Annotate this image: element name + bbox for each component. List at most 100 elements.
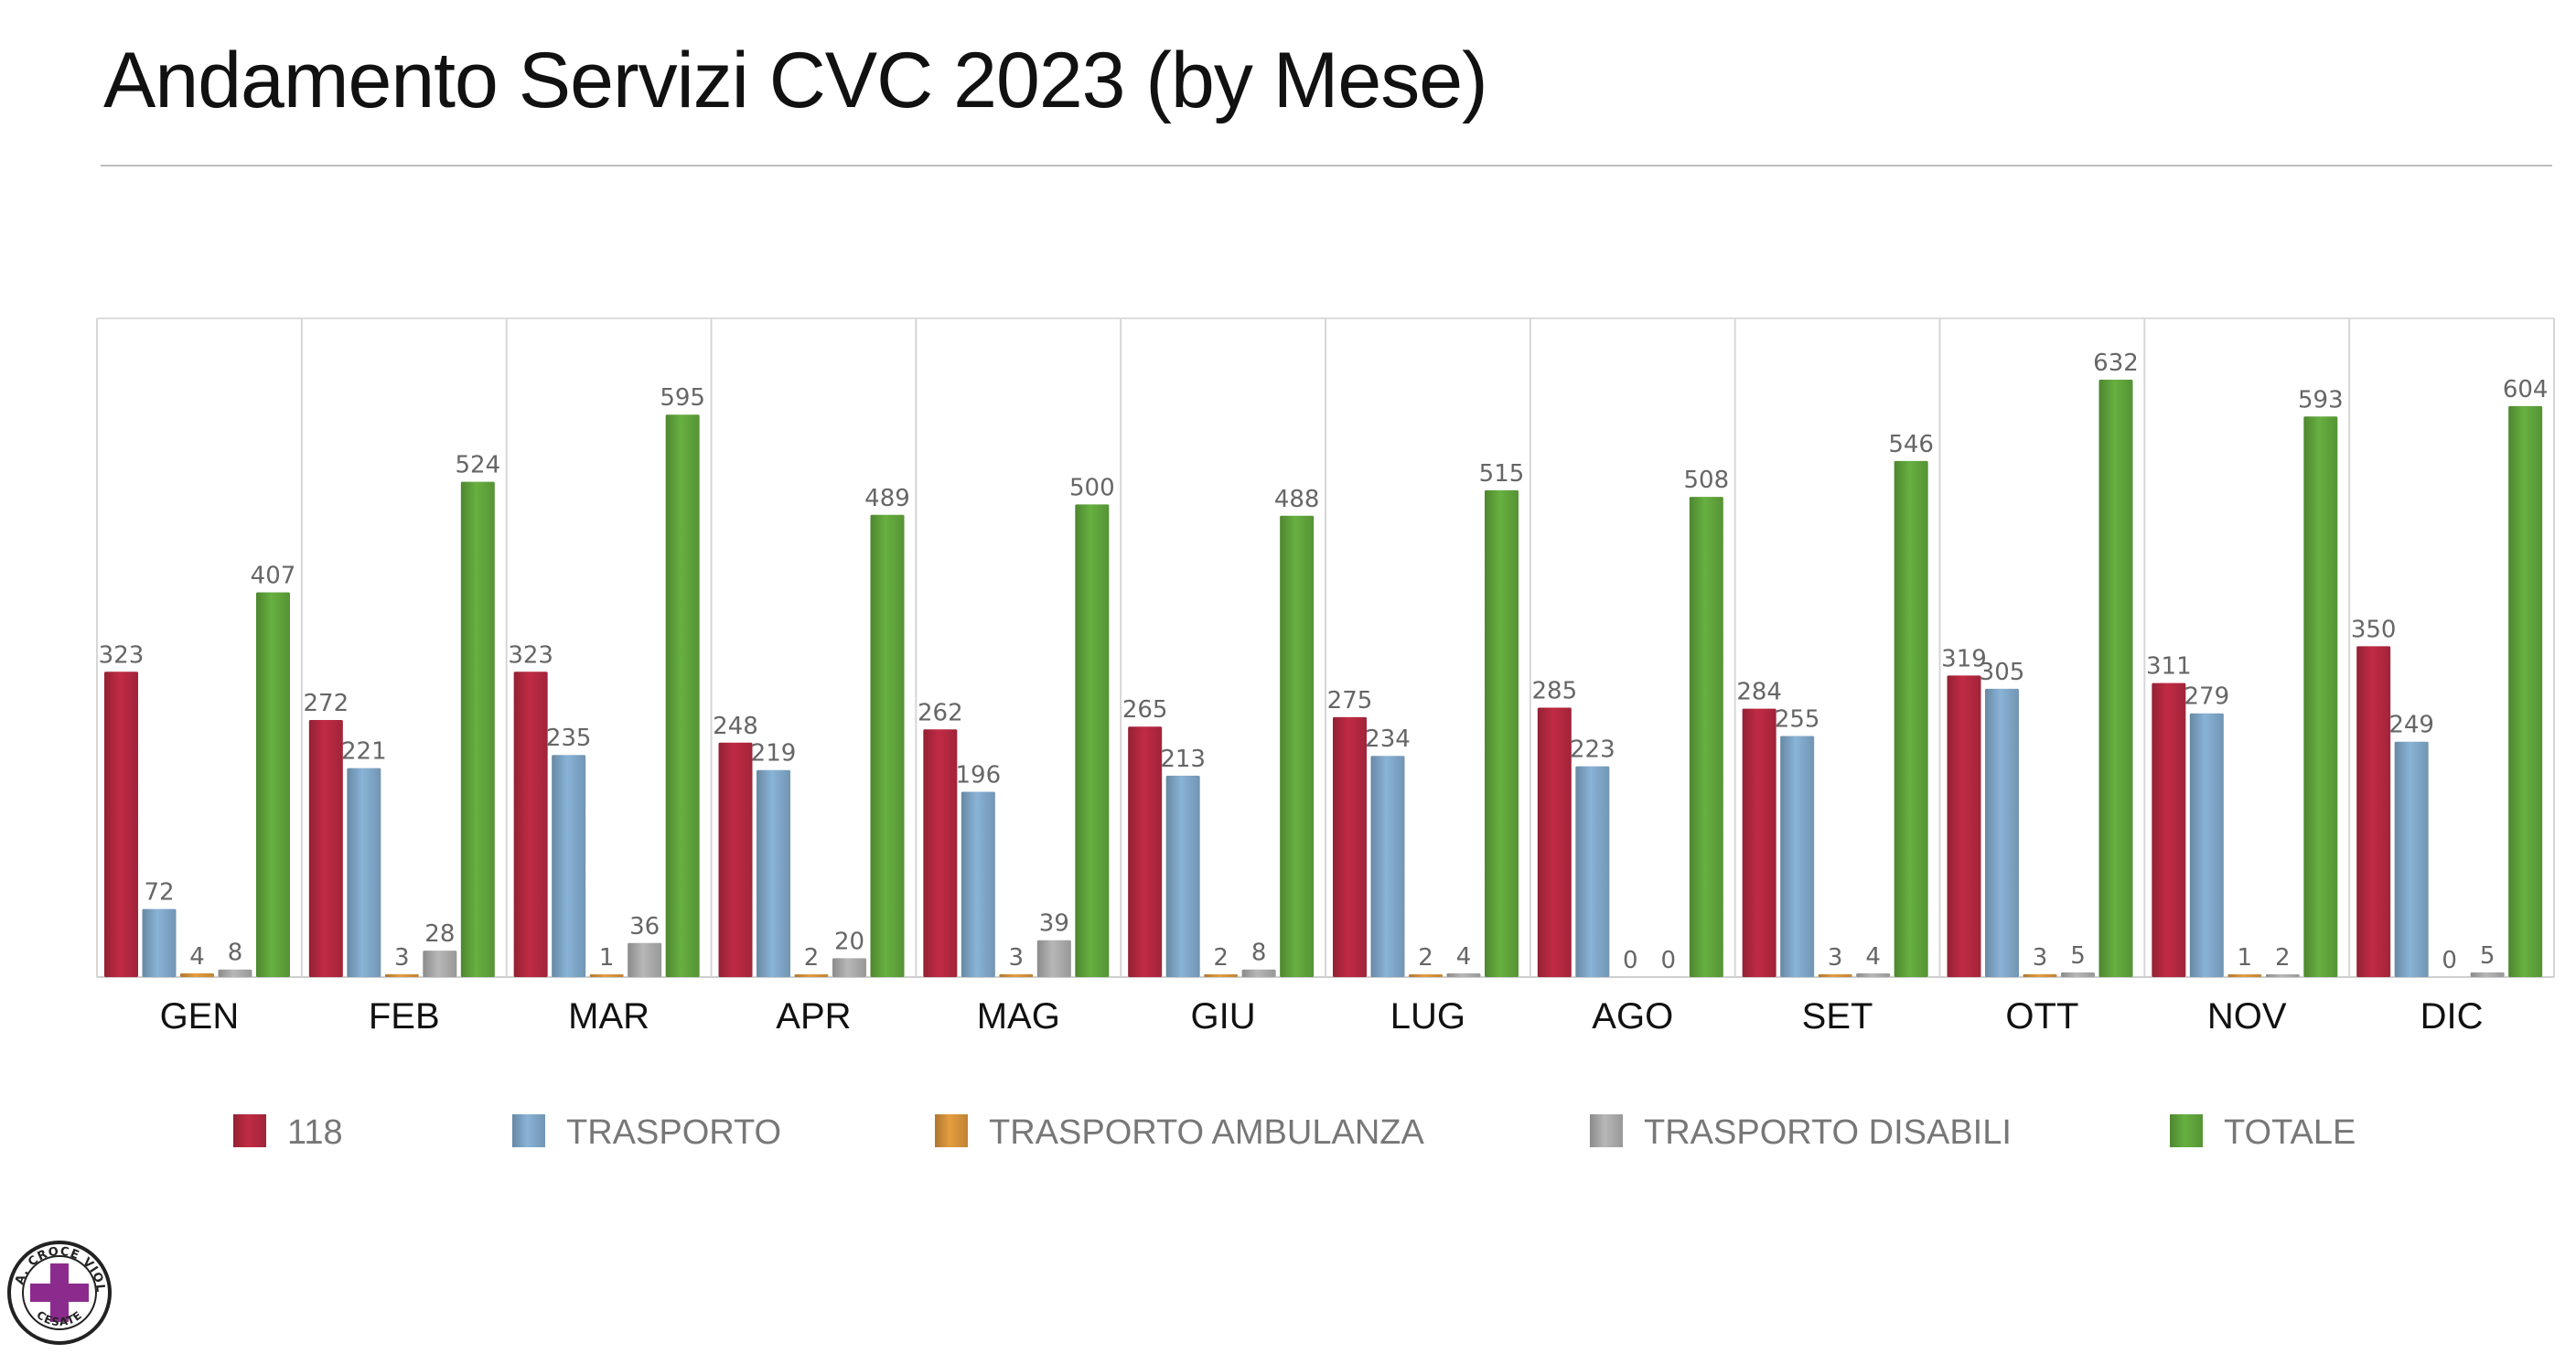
value-label-118-ago: 285	[1532, 678, 1578, 705]
legend-label-trasporto-ambulanza: TRASPORTO AMBULANZA	[989, 1113, 1424, 1152]
croce-viola-logo: P. A. CROCE VIOLA CESATE	[0, 1229, 113, 1347]
chart-frame	[96, 317, 2555, 978]
bar-trasporto-ambulanza-gen	[180, 973, 214, 977]
bar-118-mar	[513, 672, 548, 977]
bar-118-gen	[104, 672, 138, 977]
legend-item-totale: TOTALE	[2170, 1113, 2356, 1152]
value-label-totale-set: 546	[1888, 431, 1934, 458]
bar-totale-apr	[870, 514, 905, 977]
legend-swatch-118	[233, 1114, 266, 1147]
bar-118-nov	[2152, 682, 2186, 977]
bar-trasporto-ambulanza-giu	[1204, 974, 1239, 977]
value-label-trasporto-disabili-dic: 5	[2480, 942, 2496, 970]
value-label-trasporto-disabili-mar: 36	[629, 913, 660, 940]
bar-118-feb	[308, 719, 343, 977]
bar-118-giu	[1128, 726, 1163, 977]
value-label-trasporto-disabili-gen: 8	[228, 940, 243, 967]
bar-118-mag	[923, 729, 958, 977]
value-label-trasporto-ott: 305	[1980, 659, 2025, 686]
legend-swatch-totale	[2170, 1114, 2203, 1147]
value-label-trasporto-disabili-giu: 8	[1251, 940, 1267, 967]
legend-item-trasporto-ambulanza: TRASPORTO AMBULANZA	[935, 1113, 1424, 1152]
bar-118-ago	[1537, 707, 1572, 977]
value-label-trasporto-ambulanza-nov: 1	[2238, 944, 2253, 972]
legend-label-trasporto: TRASPORTO	[566, 1113, 781, 1152]
bar-trasporto-ambulanza-mar	[589, 974, 624, 977]
legend-label-trasporto-disabili: TRASPORTO DISABILI	[1644, 1113, 2012, 1152]
value-label-totale-lug: 515	[1479, 460, 1525, 488]
bar-trasporto-disabili-ott	[2061, 972, 2095, 977]
value-label-trasporto-ambulanza-apr: 2	[804, 944, 820, 972]
bar-trasporto-dic	[2394, 741, 2429, 977]
legend-label-118: 118	[287, 1113, 343, 1152]
bar-trasporto-set	[1780, 736, 1815, 977]
value-label-trasporto-ambulanza-dic: 0	[2442, 947, 2457, 974]
value-label-trasporto-set: 255	[1775, 706, 1820, 734]
chart-bars	[104, 380, 2543, 977]
chart-category-labels: GEN FEB MAR APR MAG GIU LUG AGO SET OTT NOV DIC	[160, 996, 2484, 1037]
bar-totale-dic	[2508, 405, 2543, 977]
bar-trasporto-ambulanza-mag	[999, 973, 1034, 977]
value-label-totale-ott: 632	[2093, 349, 2139, 377]
value-label-118-set: 284	[1736, 679, 1782, 706]
legend-swatch-trasporto	[512, 1114, 545, 1147]
bar-trasporto-disabili-feb	[423, 951, 457, 977]
bar-totale-lug	[1485, 489, 1519, 977]
title-divider	[101, 165, 2552, 167]
value-label-totale-nov: 593	[2298, 386, 2344, 414]
x-tick-label-lug: LUG	[1390, 996, 1465, 1037]
legend-item-trasporto-disabili: TRASPORTO DISABILI	[1590, 1113, 2012, 1152]
svg-text:CESATE: CESATE	[34, 1308, 84, 1328]
bar-trasporto-disabili-set	[1856, 973, 1891, 977]
value-label-trasporto-ago: 223	[1570, 736, 1615, 764]
legend-item-118: 118	[233, 1113, 343, 1152]
value-label-118-ott: 319	[1941, 645, 1987, 672]
bar-trasporto-disabili-mar	[628, 942, 662, 977]
bar-118-ott	[1947, 675, 1981, 977]
value-label-totale-ago: 508	[1684, 467, 1730, 494]
value-label-trasporto-lug: 234	[1365, 725, 1411, 753]
value-label-118-gen: 323	[99, 641, 145, 669]
bar-totale-gen	[256, 592, 290, 977]
value-label-118-lug: 275	[1327, 687, 1373, 715]
value-label-trasporto-nov: 279	[2184, 683, 2230, 711]
value-label-trasporto-ambulanza-feb: 3	[394, 944, 410, 972]
value-label-totale-giu: 488	[1274, 486, 1320, 513]
value-label-trasporto-disabili-mag: 39	[1039, 910, 1069, 938]
bar-trasporto-ago	[1575, 766, 1610, 977]
value-label-trasporto-ambulanza-giu: 2	[1213, 944, 1229, 972]
bar-trasporto-feb	[347, 768, 381, 977]
bar-totale-nov	[2303, 416, 2338, 977]
legend-label-totale: TOTALE	[2224, 1113, 2356, 1152]
bar-trasporto-ambulanza-feb	[384, 973, 419, 977]
x-tick-label-mag: MAG	[977, 996, 1060, 1037]
legend-item-trasporto: TRASPORTO	[512, 1113, 781, 1152]
bar-trasporto-nov	[2189, 713, 2224, 977]
bar-trasporto-disabili-nov	[2265, 974, 2300, 977]
bar-trasporto-disabili-dic	[2470, 972, 2505, 977]
bar-trasporto-mag	[961, 791, 995, 977]
bar-totale-giu	[1280, 515, 1315, 977]
value-label-totale-mag: 500	[1069, 474, 1115, 501]
value-label-totale-mar: 595	[660, 384, 705, 412]
x-tick-label-set: SET	[1802, 996, 1873, 1037]
bar-totale-feb	[460, 481, 495, 977]
legend-swatch-trasporto-ambulanza	[935, 1114, 968, 1147]
bar-totale-set	[1894, 460, 1928, 977]
bar-trasporto-disabili-mag	[1036, 940, 1071, 977]
value-label-118-dic: 350	[2351, 616, 2397, 643]
x-tick-label-ott: OTT	[2005, 996, 2078, 1037]
x-tick-label-mar: MAR	[568, 996, 649, 1037]
value-label-trasporto-mag: 196	[956, 761, 1002, 789]
value-label-trasporto-disabili-set: 4	[1865, 943, 1881, 971]
value-label-118-apr: 248	[713, 713, 758, 740]
value-label-118-mag: 262	[918, 699, 963, 726]
value-label-118-feb: 272	[304, 690, 349, 717]
value-label-trasporto-ambulanza-mar: 1	[599, 944, 615, 972]
bar-trasporto-ambulanza-apr	[794, 974, 829, 977]
value-label-118-nov: 311	[2146, 653, 2192, 681]
value-label-trasporto-disabili-nov: 2	[2275, 944, 2291, 972]
x-tick-label-apr: APR	[776, 996, 851, 1037]
value-label-trasporto-dic: 249	[2388, 712, 2434, 739]
